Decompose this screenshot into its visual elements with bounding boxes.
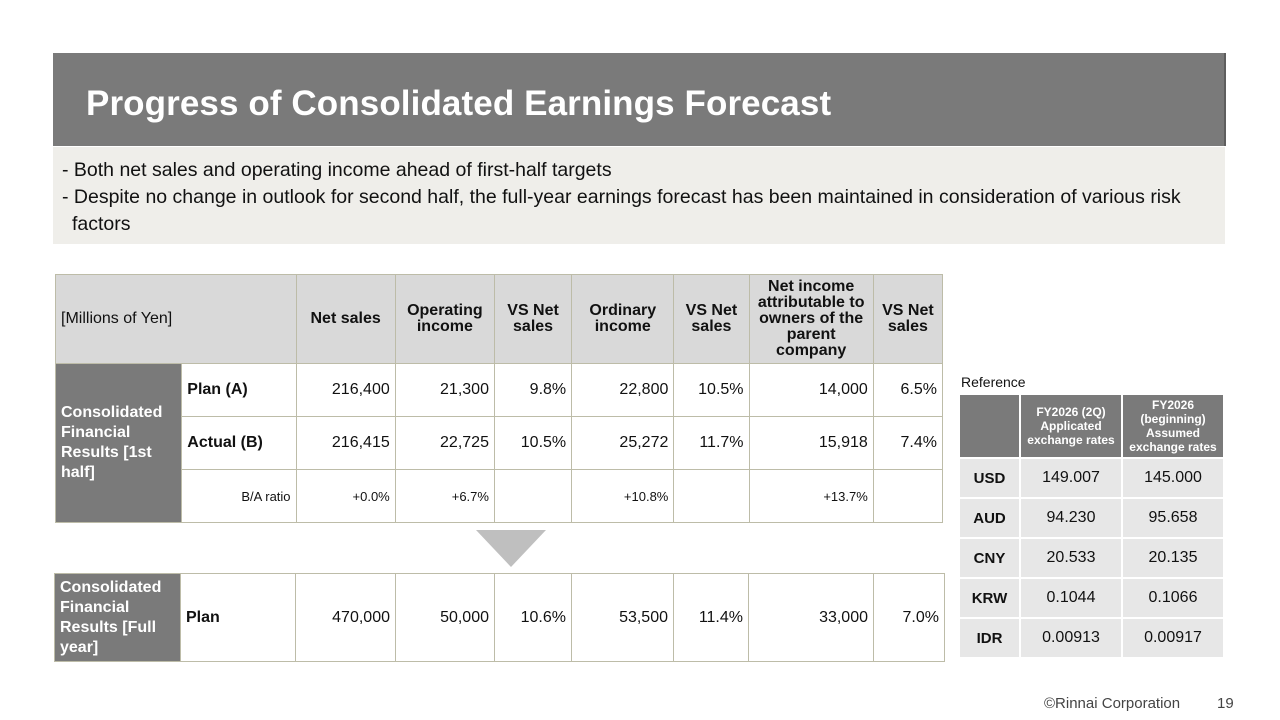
- cell: 9.8%: [493, 363, 573, 417]
- cell: 145.000: [1123, 459, 1223, 497]
- summary-line-2: - Despite no change in outlook for secon…: [62, 186, 1181, 235]
- currency-code: USD: [960, 459, 1019, 497]
- cell: 6.5%: [872, 363, 944, 417]
- cell: 470,000: [295, 573, 396, 662]
- table-row: KRW 0.1044 0.1066: [960, 579, 1223, 617]
- cell: +10.8%: [571, 469, 675, 523]
- cell: 21,300: [394, 363, 495, 417]
- cell: [673, 469, 750, 523]
- table-row: CNY 20.533 20.135: [960, 539, 1223, 577]
- header-ordinary-income: Ordinary income: [571, 274, 675, 364]
- cell: 10.5%: [673, 363, 750, 417]
- table-row: B/A ratio +0.0% +6.7% +10.8% +13.7%: [56, 469, 944, 523]
- cell: 0.00917: [1123, 619, 1223, 657]
- full-year-table: Consolidated Financial Results [Full yea…: [54, 573, 945, 662]
- cell: 94.230: [1021, 499, 1121, 537]
- cell: 22,725: [394, 416, 495, 470]
- copyright: ©Rinnai Corporation: [1044, 695, 1181, 712]
- cell: +6.7%: [394, 469, 495, 523]
- ref-header-applicated: FY2026 (2Q) Applicated exchange rates: [1021, 395, 1121, 457]
- cell: +13.7%: [748, 469, 874, 523]
- table-row: USD 149.007 145.000: [960, 459, 1223, 497]
- row-label-full-plan: Plan: [180, 573, 296, 662]
- cell: 53,500: [571, 573, 674, 662]
- down-arrow-icon: [476, 530, 546, 567]
- row-label-plan: Plan (A): [181, 363, 297, 417]
- cell: 95.658: [1123, 499, 1223, 537]
- cell: 7.0%: [873, 573, 945, 662]
- table-row: Actual (B) 216,415 22,725 10.5% 25,272 1…: [56, 416, 944, 470]
- row-label-actual: Actual (B): [181, 416, 297, 470]
- table-row: AUD 94.230 95.658: [960, 499, 1223, 537]
- cell: 25,272: [571, 416, 675, 470]
- group-label-half: Consolidated Financial Results [1st half…: [54, 363, 183, 523]
- cell: 0.1044: [1021, 579, 1121, 617]
- cell: 20.135: [1123, 539, 1223, 577]
- cell: 149.007: [1021, 459, 1121, 497]
- ref-header-assumed: FY2026 (beginning) Assumed exchange rate…: [1123, 395, 1223, 457]
- header-vs-net-sales-1: VS Net sales: [493, 274, 573, 364]
- summary-box: - Both net sales and operating income ah…: [53, 147, 1225, 244]
- table-row: IDR 0.00913 0.00917: [960, 619, 1223, 657]
- cell: 22,800: [571, 363, 675, 417]
- page-title: Progress of Consolidated Earnings Foreca…: [86, 84, 832, 123]
- cell: 216,415: [295, 416, 396, 470]
- cell: [493, 469, 573, 523]
- currency-code: KRW: [960, 579, 1019, 617]
- header-net-sales: Net sales: [295, 274, 396, 364]
- title-bar: Progress of Consolidated Earnings Foreca…: [53, 53, 1226, 146]
- cell: 14,000: [748, 363, 874, 417]
- cell: 216,400: [295, 363, 396, 417]
- cell: 33,000: [748, 573, 874, 662]
- cell: 7.4%: [872, 416, 944, 470]
- cell: [872, 469, 944, 523]
- exchange-rate-table: FY2026 (2Q) Applicated exchange rates FY…: [958, 393, 1225, 659]
- currency-code: AUD: [960, 499, 1019, 537]
- cell: 20.533: [1021, 539, 1121, 577]
- header-vs-net-sales-2: VS Net sales: [673, 274, 750, 364]
- currency-code: IDR: [960, 619, 1019, 657]
- reference-label: Reference: [961, 374, 1026, 390]
- cell: 11.7%: [673, 416, 750, 470]
- half-year-table: [Millions of Yen] Net sales Operating in…: [54, 274, 944, 523]
- ref-header-blank: [960, 395, 1019, 457]
- header-vs-net-sales-3: VS Net sales: [872, 274, 944, 364]
- cell: +0.0%: [295, 469, 396, 523]
- group-label-full: Consolidated Financial Results [Full yea…: [54, 573, 181, 662]
- cell: 50,000: [395, 573, 495, 662]
- cell: 0.1066: [1123, 579, 1223, 617]
- cell: 0.00913: [1021, 619, 1121, 657]
- summary-line-1: - Both net sales and operating income ah…: [62, 159, 612, 181]
- page-number: 19: [1217, 695, 1234, 712]
- header-net-income: Net income attributable to owners of the…: [748, 274, 874, 364]
- cell: 15,918: [748, 416, 874, 470]
- currency-code: CNY: [960, 539, 1019, 577]
- cell: 10.5%: [493, 416, 573, 470]
- cell: 11.4%: [673, 573, 749, 662]
- table-row: Consolidated Financial Results [Full yea…: [54, 573, 945, 662]
- row-label-ratio: B/A ratio: [181, 469, 297, 523]
- header-operating-income: Operating income: [394, 274, 495, 364]
- cell: 10.6%: [494, 573, 572, 662]
- table-row: Consolidated Financial Results [1st half…: [54, 363, 944, 523]
- unit-label: [Millions of Yen]: [55, 274, 297, 364]
